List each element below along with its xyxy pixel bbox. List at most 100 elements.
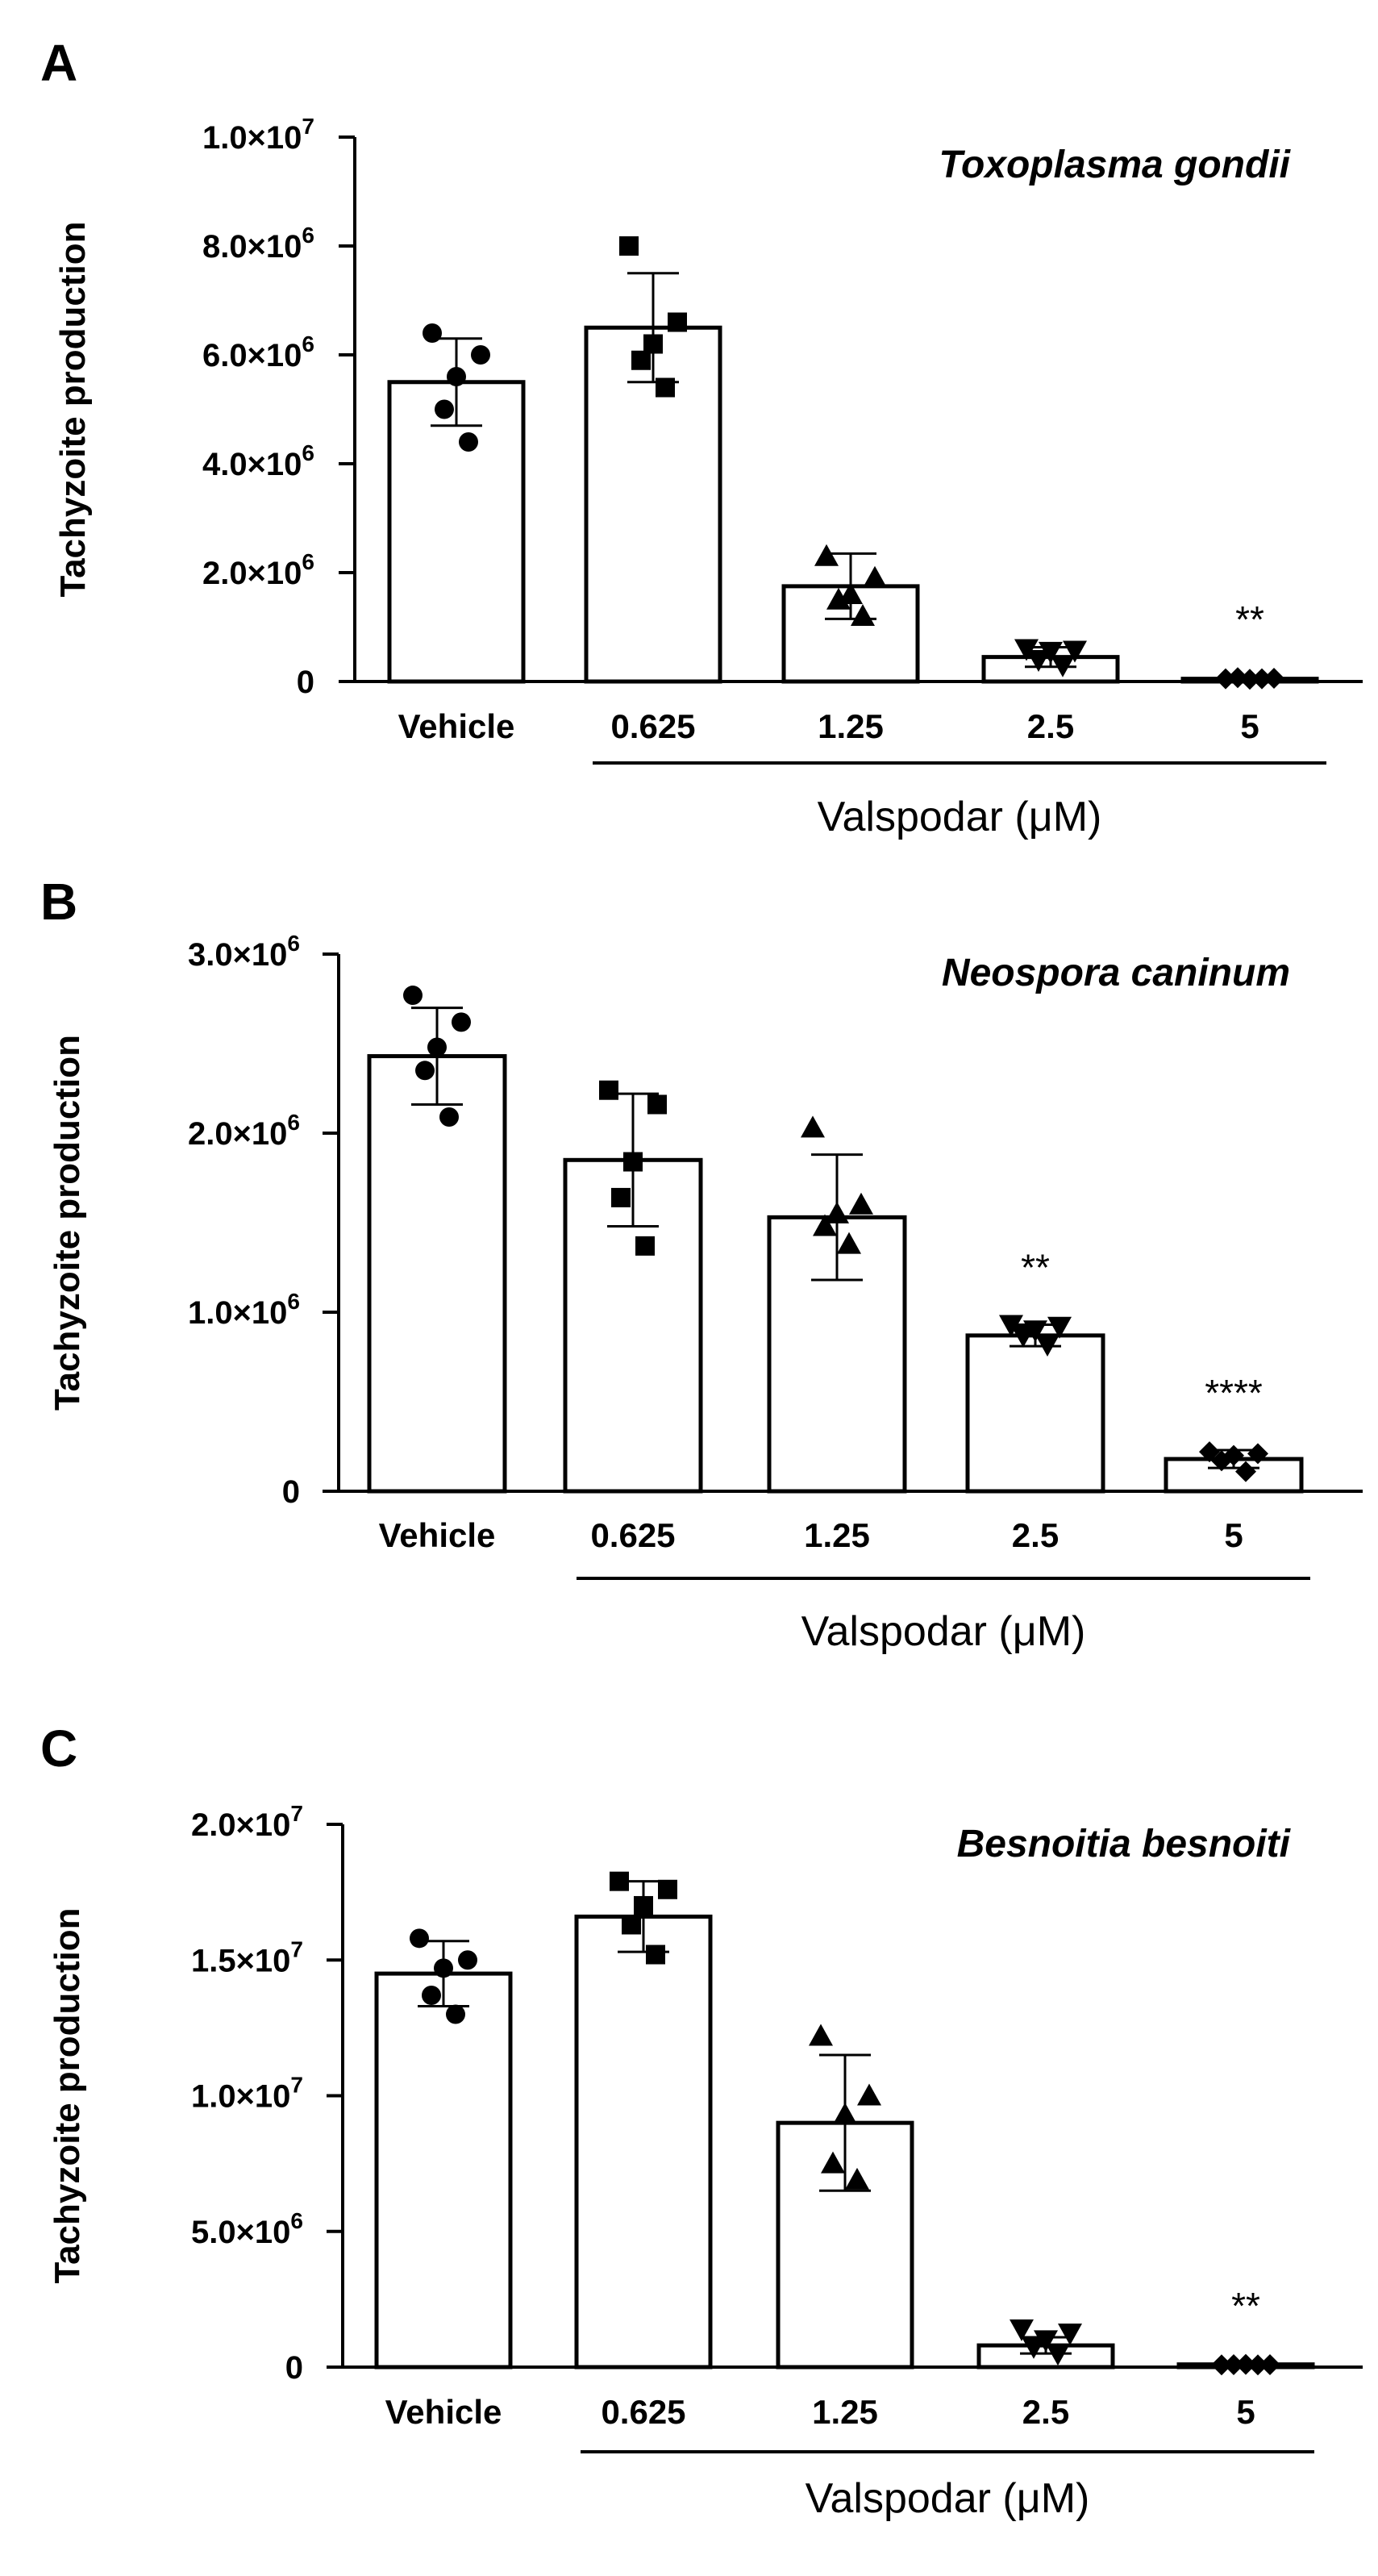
x-tick-label: 1.25 bbox=[812, 2393, 878, 2431]
data-point bbox=[833, 2103, 857, 2125]
data-point bbox=[1227, 667, 1248, 689]
data-point bbox=[446, 2004, 465, 2024]
x-tick-label: 2.5 bbox=[1027, 707, 1074, 745]
x-tick-label: Vehicle bbox=[385, 2393, 502, 2431]
x-tick-label: 5 bbox=[1236, 2393, 1255, 2431]
data-point bbox=[1034, 2330, 1058, 2353]
y-tick-label: 4.0×106 bbox=[202, 440, 314, 482]
x-tick-label: 0.625 bbox=[610, 707, 695, 745]
data-point bbox=[619, 236, 639, 256]
data-point bbox=[1215, 668, 1236, 690]
data-point bbox=[801, 1115, 825, 1138]
y-axis-label: Tachyzoite production bbox=[53, 221, 93, 597]
significance-marker: ** bbox=[1231, 2285, 1260, 2327]
panel-letter: C bbox=[40, 1719, 77, 1778]
data-point bbox=[622, 1915, 641, 1935]
y-tick-label: 5.0×106 bbox=[191, 2208, 303, 2250]
data-point bbox=[647, 1094, 667, 1115]
data-point bbox=[656, 377, 675, 398]
data-point bbox=[849, 1192, 873, 1215]
data-point bbox=[1047, 1316, 1072, 1339]
x-tick-label: 0.625 bbox=[590, 1516, 675, 1554]
data-point bbox=[826, 587, 851, 610]
y-tick-label: 8.0×106 bbox=[202, 223, 314, 265]
data-point bbox=[1035, 1334, 1060, 1357]
chart-panel-c: C 0 5.0×106 1.0×107 1.5×107 2.0×107 Tachyzoite… bbox=[40, 1719, 1363, 2522]
data-point bbox=[668, 312, 687, 332]
data-point bbox=[1051, 655, 1075, 677]
data-point bbox=[623, 1152, 643, 1172]
data-point bbox=[423, 323, 442, 343]
y-tick-label: 2.0×106 bbox=[188, 1110, 300, 1152]
data-point bbox=[814, 544, 839, 566]
chart-title: Neospora caninum bbox=[942, 952, 1290, 994]
chart-title: Besnoitia besnoiti bbox=[957, 1823, 1292, 1865]
bar bbox=[965, 1333, 1105, 1494]
data-point bbox=[1247, 1443, 1268, 1465]
y-tick-label: 2.0×107 bbox=[191, 1801, 303, 1843]
data-point bbox=[1026, 650, 1051, 672]
y-tick-label: 1.0×107 bbox=[202, 114, 314, 156]
data-point bbox=[458, 1950, 477, 1970]
y-tick-label: 2.0×106 bbox=[202, 549, 314, 591]
data-point bbox=[851, 604, 875, 626]
data-point bbox=[599, 1080, 618, 1100]
x-tick-label: 2.5 bbox=[1012, 1516, 1059, 1554]
data-point bbox=[610, 1871, 629, 1891]
data-point bbox=[821, 2151, 845, 2174]
data-point bbox=[471, 345, 490, 365]
data-point bbox=[1039, 641, 1063, 664]
data-point bbox=[1058, 2323, 1082, 2345]
y-tick-label: 0 bbox=[282, 1474, 300, 1510]
data-point bbox=[635, 1236, 655, 1256]
data-point bbox=[1211, 2354, 1232, 2376]
data-point bbox=[1022, 2336, 1046, 2359]
y-tick-label: 0 bbox=[285, 2350, 303, 2386]
data-point bbox=[1199, 1441, 1220, 1463]
x-axis-label: Valspodar (μM) bbox=[806, 2475, 1090, 2522]
data-point bbox=[415, 1061, 435, 1081]
y-tick-label: 3.0×106 bbox=[188, 931, 300, 973]
x-tick-label: 0.625 bbox=[601, 2393, 685, 2431]
chart-panel-b: B 0 1.0×106 2.0×106 3.0×106 Tachyzoite produc… bbox=[40, 873, 1363, 1655]
y-tick-label: 1.0×107 bbox=[191, 2073, 303, 2115]
data-point bbox=[434, 1958, 453, 1978]
bar bbox=[574, 1914, 713, 2370]
data-point bbox=[1011, 1325, 1035, 1348]
x-tick-label: 1.25 bbox=[804, 1516, 870, 1554]
data-point bbox=[452, 1012, 471, 1032]
chart-panel-a: A 0 2.0×106 4.0×106 6.0×106 8.0×106 1.0×107 Tac… bbox=[40, 34, 1363, 840]
data-point bbox=[634, 1895, 653, 1915]
panel-letter: A bbox=[40, 34, 77, 92]
data-point bbox=[459, 432, 478, 452]
significance-marker: ** bbox=[1021, 1247, 1050, 1289]
data-point bbox=[631, 350, 651, 370]
y-tick-label: 1.0×106 bbox=[188, 1289, 300, 1331]
bar bbox=[781, 584, 920, 684]
data-point bbox=[646, 1945, 665, 1965]
data-point bbox=[857, 2083, 881, 2106]
x-tick-label: Vehicle bbox=[379, 1516, 496, 1554]
data-point bbox=[1223, 2353, 1244, 2375]
data-point bbox=[999, 1315, 1023, 1337]
data-point bbox=[1235, 1461, 1256, 1482]
data-point bbox=[447, 367, 466, 386]
y-tick-label: 1.5×107 bbox=[191, 1936, 303, 1978]
data-point bbox=[427, 1037, 447, 1057]
data-point bbox=[845, 2167, 869, 2190]
data-point bbox=[435, 399, 454, 419]
data-point bbox=[1063, 640, 1087, 663]
bar bbox=[367, 1054, 507, 1494]
data-point bbox=[422, 1985, 441, 2005]
data-point bbox=[439, 1107, 459, 1128]
data-point bbox=[1235, 2353, 1256, 2375]
x-axis-label: Valspodar (μM) bbox=[801, 1608, 1086, 1655]
data-point bbox=[863, 565, 887, 588]
data-point bbox=[813, 1214, 837, 1236]
y-tick-label: 0 bbox=[297, 665, 314, 700]
data-point bbox=[825, 1201, 849, 1223]
data-point bbox=[403, 986, 423, 1006]
data-point bbox=[410, 1928, 429, 1949]
x-tick-label: 5 bbox=[1240, 707, 1259, 745]
